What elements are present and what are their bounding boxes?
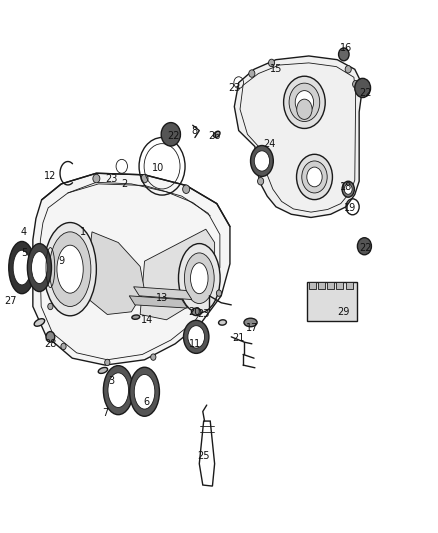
Ellipse shape <box>342 181 354 197</box>
Text: 2: 2 <box>122 179 128 189</box>
Text: 11: 11 <box>189 339 201 349</box>
Ellipse shape <box>283 76 325 128</box>
Text: 3: 3 <box>109 376 115 386</box>
Text: 17: 17 <box>246 323 258 333</box>
Ellipse shape <box>191 263 208 294</box>
Text: 8: 8 <box>192 126 198 135</box>
Circle shape <box>151 354 156 360</box>
Ellipse shape <box>98 367 108 374</box>
Text: 22: 22 <box>167 131 179 141</box>
Ellipse shape <box>188 326 205 348</box>
Circle shape <box>345 66 351 73</box>
Text: 16: 16 <box>340 43 352 53</box>
Circle shape <box>186 333 191 339</box>
Text: 14: 14 <box>141 315 153 325</box>
Text: 23: 23 <box>198 310 210 319</box>
Text: 7: 7 <box>102 408 108 418</box>
Circle shape <box>93 174 100 183</box>
Circle shape <box>355 78 371 98</box>
Ellipse shape <box>295 91 314 114</box>
Bar <box>309 282 316 289</box>
Ellipse shape <box>302 161 327 193</box>
Circle shape <box>258 177 264 185</box>
Ellipse shape <box>184 320 209 353</box>
Text: 27: 27 <box>5 296 17 306</box>
Circle shape <box>339 48 349 61</box>
Polygon shape <box>140 229 215 320</box>
Bar <box>346 282 353 289</box>
Ellipse shape <box>219 320 226 325</box>
Ellipse shape <box>254 151 269 171</box>
Polygon shape <box>234 56 361 217</box>
Text: 4: 4 <box>21 227 27 237</box>
Text: 6: 6 <box>144 398 150 407</box>
Circle shape <box>161 123 180 146</box>
Ellipse shape <box>251 146 273 176</box>
Ellipse shape <box>13 250 31 285</box>
Circle shape <box>61 343 66 350</box>
Ellipse shape <box>179 244 220 313</box>
Ellipse shape <box>44 223 96 316</box>
Text: 25: 25 <box>198 451 210 461</box>
Circle shape <box>268 59 275 67</box>
Ellipse shape <box>34 319 45 326</box>
Polygon shape <box>85 232 145 314</box>
Text: 12: 12 <box>44 171 57 181</box>
Text: 13: 13 <box>156 294 168 303</box>
Ellipse shape <box>344 184 352 194</box>
Text: 9: 9 <box>58 256 64 266</box>
Ellipse shape <box>108 373 129 407</box>
Ellipse shape <box>130 367 159 416</box>
Ellipse shape <box>184 253 214 304</box>
Text: 24: 24 <box>263 139 276 149</box>
Bar <box>318 282 325 289</box>
Ellipse shape <box>214 131 220 138</box>
Circle shape <box>353 80 359 88</box>
Polygon shape <box>129 296 187 308</box>
Text: 1: 1 <box>80 227 86 237</box>
Text: 21: 21 <box>233 334 245 343</box>
Circle shape <box>249 70 255 77</box>
Text: 23: 23 <box>106 174 118 183</box>
Ellipse shape <box>134 374 155 409</box>
Circle shape <box>183 185 190 193</box>
Text: 15: 15 <box>270 64 282 74</box>
Bar <box>327 282 334 289</box>
Text: 10: 10 <box>152 163 164 173</box>
Circle shape <box>48 303 53 310</box>
Text: 5: 5 <box>21 248 27 258</box>
Circle shape <box>105 359 110 366</box>
Circle shape <box>357 238 371 255</box>
Text: 18: 18 <box>340 182 352 191</box>
Text: 22: 22 <box>360 243 372 253</box>
Circle shape <box>46 332 55 342</box>
Ellipse shape <box>297 99 312 119</box>
Ellipse shape <box>9 241 35 294</box>
Circle shape <box>141 174 148 183</box>
Text: 20: 20 <box>189 307 201 317</box>
Circle shape <box>216 290 222 296</box>
Ellipse shape <box>297 155 332 199</box>
Bar <box>307 282 357 321</box>
Ellipse shape <box>57 245 83 293</box>
Ellipse shape <box>132 315 140 319</box>
Polygon shape <box>199 421 215 486</box>
Text: 22: 22 <box>360 88 372 98</box>
Ellipse shape <box>191 308 201 316</box>
Bar <box>336 282 343 289</box>
Ellipse shape <box>103 366 133 415</box>
Ellipse shape <box>32 252 47 284</box>
Polygon shape <box>33 173 230 365</box>
Ellipse shape <box>289 83 320 122</box>
Ellipse shape <box>49 232 91 306</box>
Ellipse shape <box>307 167 322 187</box>
Text: 29: 29 <box>338 307 350 317</box>
Text: 26: 26 <box>208 131 221 141</box>
Text: 23: 23 <box>228 83 240 93</box>
Polygon shape <box>134 287 192 300</box>
Ellipse shape <box>244 318 257 327</box>
Ellipse shape <box>27 244 52 292</box>
Text: 19: 19 <box>344 203 357 213</box>
Text: 28: 28 <box>44 339 57 349</box>
